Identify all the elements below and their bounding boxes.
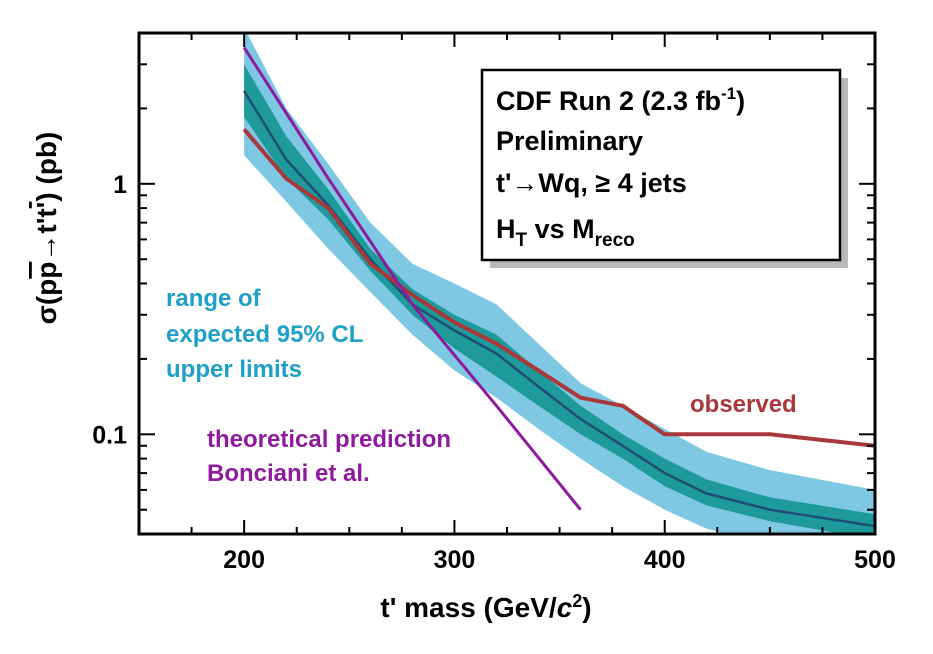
annotation-theoretical-prediction: theoretical prediction [207,426,451,453]
annotation-observed: observed [690,391,797,418]
legend-box: CDF Run 2 (2.3 fb-1) Preliminary t'→Wq, … [480,68,848,268]
series-theoretical-prediction-line [242,46,582,511]
y-axis-title: σ(pp→t't') (pb) [31,132,62,325]
y-tick-label: 1 [113,171,127,199]
annotation-upper-limits: upper limits [166,356,302,383]
y-tick-label: 0.1 [92,421,127,449]
legend-line-2: Preliminary [496,126,643,156]
x-tick-label: 400 [644,546,686,574]
annotation-range-of: range of [166,285,262,312]
bands-layer [244,33,875,534]
legend-line-1: CDF Run 2 (2.3 fb-1) [496,84,745,116]
x-axis-title: t' mass (GeV/c2) [380,591,591,623]
labels-layer: 200 300 400 500 0.1 1 [92,171,896,574]
x-tick-label: 200 [223,546,265,574]
series-observed-line [242,127,875,448]
annotation-bonciani: Bonciani et al. [207,460,370,487]
legend-line-3: t'→Wq, ≥ 4 jets [496,168,687,198]
legend-line-4: HT vs Mreco [496,214,635,251]
lines-layer [242,46,875,528]
band-range-of-expected-95-cl-upper-limits-2 [244,33,875,534]
ticks-layer [139,32,875,535]
x-tick-label: 300 [434,546,476,574]
x-tick-label: 500 [854,546,896,574]
annotation-expected-95-cl: expected 95% CL [166,321,363,348]
